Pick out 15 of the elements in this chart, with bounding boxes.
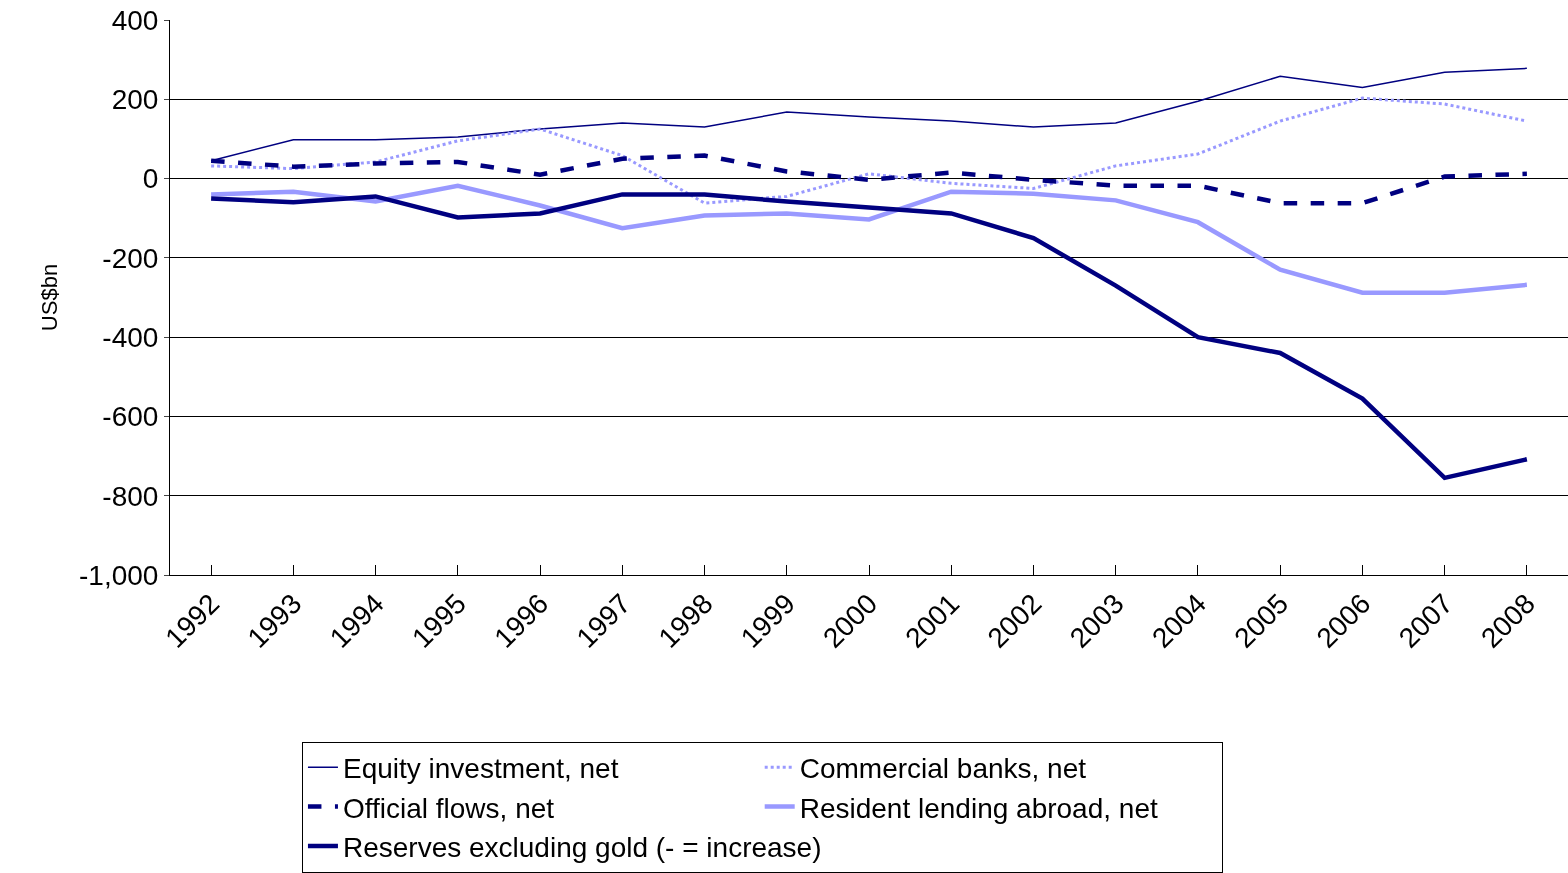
line-series	[208, 192, 1530, 481]
y-tick-label: -800	[102, 480, 159, 512]
legend-label: Resident lending abroad, net	[799, 792, 1158, 824]
y-axis-title: US$bn	[36, 263, 62, 332]
legend-label: Reserves excluding gold (- = increase)	[342, 831, 822, 863]
legend-label: Commercial banks, net	[799, 753, 1087, 785]
legend-label: Equity investment, net	[342, 753, 619, 785]
y-tick-label: 0	[142, 163, 159, 195]
y-tick-label: -600	[102, 401, 159, 433]
y-tick-label: -400	[102, 321, 159, 353]
y-tick-label: -200	[102, 242, 159, 274]
y-tick-label: 200	[111, 84, 159, 116]
y-tick-label: -1,000	[78, 559, 159, 591]
y-tick-label: 400	[111, 4, 159, 36]
legend-label: Official flows, net	[342, 792, 555, 824]
